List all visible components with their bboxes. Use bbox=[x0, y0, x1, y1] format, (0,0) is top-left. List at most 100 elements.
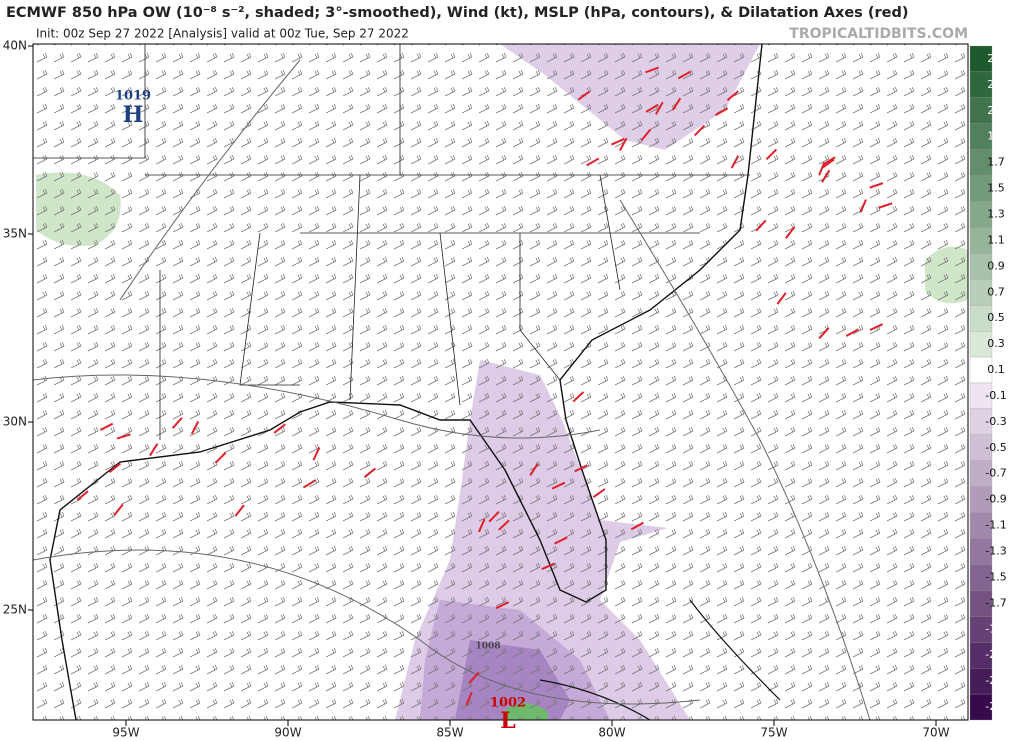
colorbar-label: -1.7 bbox=[985, 596, 1006, 609]
colorbar-label: 0.1 bbox=[987, 363, 1005, 376]
colorbar-label: -0.5 bbox=[985, 441, 1006, 454]
dilatation-axis bbox=[730, 155, 740, 169]
colorbar-label: 1.1 bbox=[987, 233, 1005, 246]
colorbar-label: -2.5 bbox=[985, 700, 1006, 713]
colorbar-label: 0.5 bbox=[987, 311, 1005, 324]
dilatation-axis bbox=[822, 158, 835, 169]
dilatation-axis bbox=[822, 156, 836, 166]
dilatation-axis bbox=[714, 107, 729, 117]
pressure-label: H bbox=[123, 102, 144, 128]
colorbar-label: -1.1 bbox=[985, 519, 1006, 532]
dilatation-axis bbox=[214, 452, 227, 464]
dilatation-axis bbox=[76, 490, 89, 501]
dilatation-axis bbox=[654, 101, 664, 115]
dilatation-axes bbox=[76, 66, 893, 706]
dilatation-axis bbox=[645, 66, 659, 74]
colorbar-label: 1.7 bbox=[987, 156, 1005, 169]
y-tick-label: 25N bbox=[3, 603, 27, 617]
pressure-label: 1008 bbox=[475, 642, 500, 652]
x-tick-label: 95W bbox=[112, 726, 139, 740]
colorbar-label: -0.9 bbox=[985, 493, 1006, 506]
pressure-label: 1019 bbox=[115, 89, 151, 104]
dilatation-axis bbox=[693, 124, 706, 137]
dilatation-axis bbox=[611, 137, 625, 146]
dilatation-axis bbox=[171, 417, 183, 429]
dilatation-axis bbox=[468, 671, 480, 684]
dilatation-axis bbox=[776, 292, 787, 305]
dilatation-axis bbox=[498, 519, 510, 531]
dilatation-axis bbox=[478, 518, 486, 533]
dilatation-axis bbox=[116, 433, 131, 440]
dilatation-axis bbox=[551, 481, 566, 490]
colorbar-label: 2.3 bbox=[987, 78, 1005, 91]
dilatation-axis bbox=[677, 70, 692, 80]
dilatation-axis bbox=[99, 422, 114, 431]
x-tick-label: 70W bbox=[922, 726, 949, 740]
dilatation-axis bbox=[234, 504, 245, 517]
colorbar-label: 1.3 bbox=[987, 208, 1005, 221]
dilatation-axis bbox=[363, 467, 377, 478]
x-tick-label: 90W bbox=[274, 726, 301, 740]
dilatation-axis bbox=[878, 202, 893, 209]
dilatation-axis bbox=[488, 511, 500, 523]
dilatation-axis bbox=[640, 128, 652, 141]
map-area bbox=[33, 44, 968, 720]
colorbar-cell bbox=[969, 693, 993, 721]
dilatation-axis bbox=[572, 391, 585, 403]
pressure-label: L bbox=[500, 708, 515, 734]
dilatation-axis bbox=[574, 464, 588, 473]
subtitle: Init: 00z Sep 27 2022 [Analysis] valid a… bbox=[36, 27, 409, 41]
title: ECMWF 850 hPa OW (10⁻⁸ s⁻², shaded; 3°-s… bbox=[6, 5, 908, 21]
x-tick-label: 80W bbox=[598, 726, 625, 740]
dilatation-axis bbox=[821, 169, 831, 183]
colorbar-label: 2.5 bbox=[987, 52, 1005, 65]
dilatation-axis bbox=[845, 328, 860, 337]
dilatation-axis bbox=[113, 503, 124, 516]
dilatation-axis bbox=[869, 182, 884, 189]
dilatation-axis bbox=[554, 536, 568, 545]
dilatation-axis bbox=[108, 462, 121, 473]
dilatation-axis bbox=[765, 148, 778, 161]
dilatation-axis bbox=[529, 463, 539, 476]
colorbar-label: -0.1 bbox=[985, 389, 1006, 402]
dilatation-axis bbox=[149, 443, 159, 457]
dilatation-axis bbox=[818, 327, 830, 340]
dilatation-axis bbox=[586, 157, 600, 167]
colorbar-label: 1.5 bbox=[987, 182, 1005, 195]
map-frame bbox=[32, 43, 969, 721]
dilatation-axis bbox=[726, 90, 739, 101]
colorbar-label: -1.9 bbox=[985, 622, 1006, 635]
dilatation-axis bbox=[273, 423, 286, 434]
x-tick-label: 85W bbox=[436, 726, 463, 740]
colorbar-label: -2.3 bbox=[985, 674, 1006, 687]
colorbar-label: -1.3 bbox=[985, 545, 1006, 558]
y-tick-label: 40N bbox=[3, 39, 27, 53]
dilatation-axis bbox=[495, 601, 510, 610]
colorbar-label: 0.3 bbox=[987, 337, 1005, 350]
dilatation-axis bbox=[785, 226, 796, 239]
colorbar-label: 0.9 bbox=[987, 259, 1005, 272]
dilatation-axis bbox=[619, 137, 628, 151]
colorbar-label: -1.5 bbox=[985, 570, 1006, 583]
dilatation-axis bbox=[312, 447, 321, 461]
colorbar-label: 2.1 bbox=[987, 104, 1005, 117]
dilatation-axis bbox=[859, 199, 867, 213]
dilatation-axis bbox=[190, 421, 200, 435]
colorbar-label: -2.1 bbox=[985, 648, 1006, 661]
colorbar-label: 1.9 bbox=[987, 130, 1005, 143]
dilatation-axis bbox=[541, 562, 556, 570]
y-tick-label: 30N bbox=[3, 415, 27, 429]
pressure-label: 1002 bbox=[490, 696, 526, 711]
colorbar: 2.5 2.3 2.1 1.9 1.7 1.5 1.3 1.1 0.9 0.7 0.5 0.3 0.1 -… bbox=[969, 45, 1007, 721]
dilatation-axis bbox=[671, 97, 682, 111]
y-tick-label: 35N bbox=[3, 227, 27, 241]
dilatation-axis bbox=[592, 488, 606, 498]
colorbar-label: -0.3 bbox=[985, 415, 1006, 428]
colorbar-label: -0.7 bbox=[985, 467, 1006, 480]
x-tick-label: 75W bbox=[760, 726, 787, 740]
dilatation-axis bbox=[630, 521, 645, 531]
dilatation-axis bbox=[465, 691, 473, 706]
dilatation-axis bbox=[755, 219, 767, 232]
colorbar-label: 0.7 bbox=[987, 285, 1005, 298]
